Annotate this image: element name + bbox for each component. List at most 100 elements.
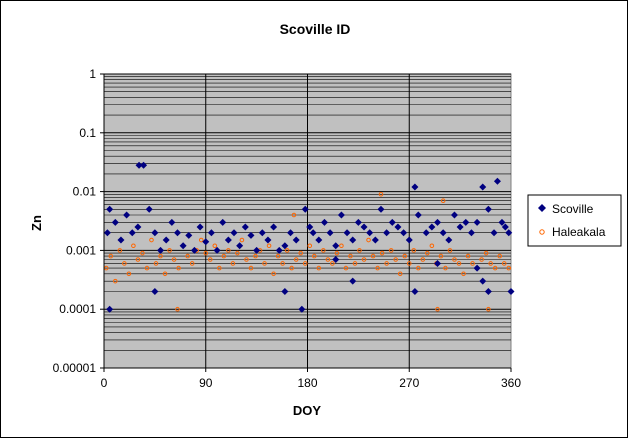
- haleakala-point: [438, 253, 444, 259]
- scoville-point: [484, 287, 492, 295]
- haleakala-point: [325, 257, 331, 262]
- scoville-point: [270, 223, 278, 231]
- scoville-point: [462, 218, 470, 226]
- scoville-point: [484, 205, 492, 213]
- haleakala-point: [144, 265, 150, 271]
- scoville-point: [106, 205, 114, 213]
- scoville-point: [301, 205, 309, 213]
- scoville-point: [151, 287, 159, 295]
- haleakala-point: [221, 253, 227, 259]
- haleakala-point: [339, 243, 344, 249]
- scoville-point: [505, 229, 513, 237]
- haleakala-point: [212, 243, 218, 249]
- haleakala-point: [366, 237, 371, 243]
- haleakala-point: [321, 248, 326, 253]
- scoville-point: [236, 242, 244, 250]
- haleakala-point: [131, 243, 136, 249]
- haleakala-point: [108, 253, 114, 259]
- haleakala-point: [452, 257, 457, 262]
- haleakala-point: [334, 250, 340, 256]
- scoville-point: [202, 238, 210, 246]
- scoville-point: [292, 236, 300, 244]
- haleakala-point: [397, 271, 403, 277]
- haleakala-point: [375, 265, 380, 271]
- haleakala-point: [198, 237, 204, 243]
- haleakala-point: [298, 250, 304, 256]
- scoville-point: [219, 218, 227, 226]
- scoville-point: [247, 231, 255, 239]
- scoville-point: [179, 242, 187, 250]
- scoville-point: [264, 236, 272, 244]
- scoville-point: [298, 305, 306, 313]
- scoville-point: [498, 218, 506, 226]
- haleakala-point: [175, 306, 180, 312]
- haleakala-point: [117, 248, 123, 253]
- data-points: [103, 161, 515, 313]
- haleakala-point: [470, 261, 475, 266]
- scoville-point: [507, 287, 515, 295]
- haleakala-point: [316, 265, 322, 271]
- scoville-point: [140, 161, 148, 169]
- scoville-point: [439, 229, 447, 237]
- haleakala-point: [230, 261, 236, 266]
- haleakala-point: [352, 261, 358, 266]
- scoville-point: [281, 242, 289, 250]
- haleakala-point: [162, 271, 168, 277]
- haleakala-point: [266, 243, 272, 249]
- scoville-point: [354, 218, 362, 226]
- haleakala-point: [330, 261, 335, 266]
- y-tick-label: 0.00001: [53, 361, 97, 375]
- x-axis-ticks: 0 90 180 270 360: [101, 368, 521, 390]
- legend-label-haleakala: Haleakala: [552, 225, 606, 239]
- scoville-point: [213, 246, 221, 254]
- y-tick-label: 0.0001: [59, 302, 96, 316]
- haleakala-point: [378, 191, 384, 197]
- haleakala-point: [443, 265, 448, 271]
- scoville-point: [103, 229, 111, 237]
- haleakala-point: [185, 253, 190, 259]
- x-tick-label: 90: [199, 376, 213, 390]
- scoville-point: [157, 246, 165, 254]
- haleakala-point: [248, 265, 254, 271]
- x-tick-label: 270: [399, 376, 419, 390]
- x-tick-label: 180: [297, 376, 317, 390]
- haleakala-point: [379, 250, 385, 256]
- haleakala-point: [280, 261, 285, 266]
- scoville-point: [337, 211, 345, 219]
- scoville-point: [388, 218, 396, 226]
- y-axis-label: Zn: [29, 215, 44, 231]
- scoville-point: [309, 229, 317, 237]
- haleakala-point: [284, 248, 290, 253]
- haleakala-point: [253, 253, 258, 259]
- scoville-point: [224, 236, 232, 244]
- haleakala-point: [497, 253, 502, 259]
- scoville-point: [123, 211, 131, 219]
- scoville-point: [207, 229, 215, 237]
- scoville-point: [479, 183, 487, 191]
- scoville-point: [400, 229, 408, 237]
- haleakala-point: [135, 257, 141, 262]
- x-tick-label: 0: [101, 376, 108, 390]
- scoville-point: [185, 231, 193, 239]
- scoville-point: [258, 229, 266, 237]
- scoville-point: [377, 205, 385, 213]
- scoville-point: [434, 218, 442, 226]
- haleakala-point: [440, 198, 446, 204]
- haleakala-point: [311, 253, 317, 259]
- haleakala-point: [415, 265, 421, 271]
- haleakala-point: [479, 257, 484, 262]
- haleakala-point: [506, 265, 512, 271]
- scoville-point: [315, 236, 323, 244]
- scoville-point: [450, 211, 458, 219]
- scoville-point: [501, 223, 509, 231]
- chart-title: Scoville ID: [280, 21, 351, 37]
- haleakala-point: [189, 261, 195, 266]
- haleakala-point: [388, 248, 394, 253]
- haleakala-point: [149, 237, 154, 243]
- scoville-point: [445, 236, 453, 244]
- scoville-point: [473, 264, 481, 272]
- scoville-point: [326, 229, 334, 237]
- haleakala-point: [447, 248, 453, 253]
